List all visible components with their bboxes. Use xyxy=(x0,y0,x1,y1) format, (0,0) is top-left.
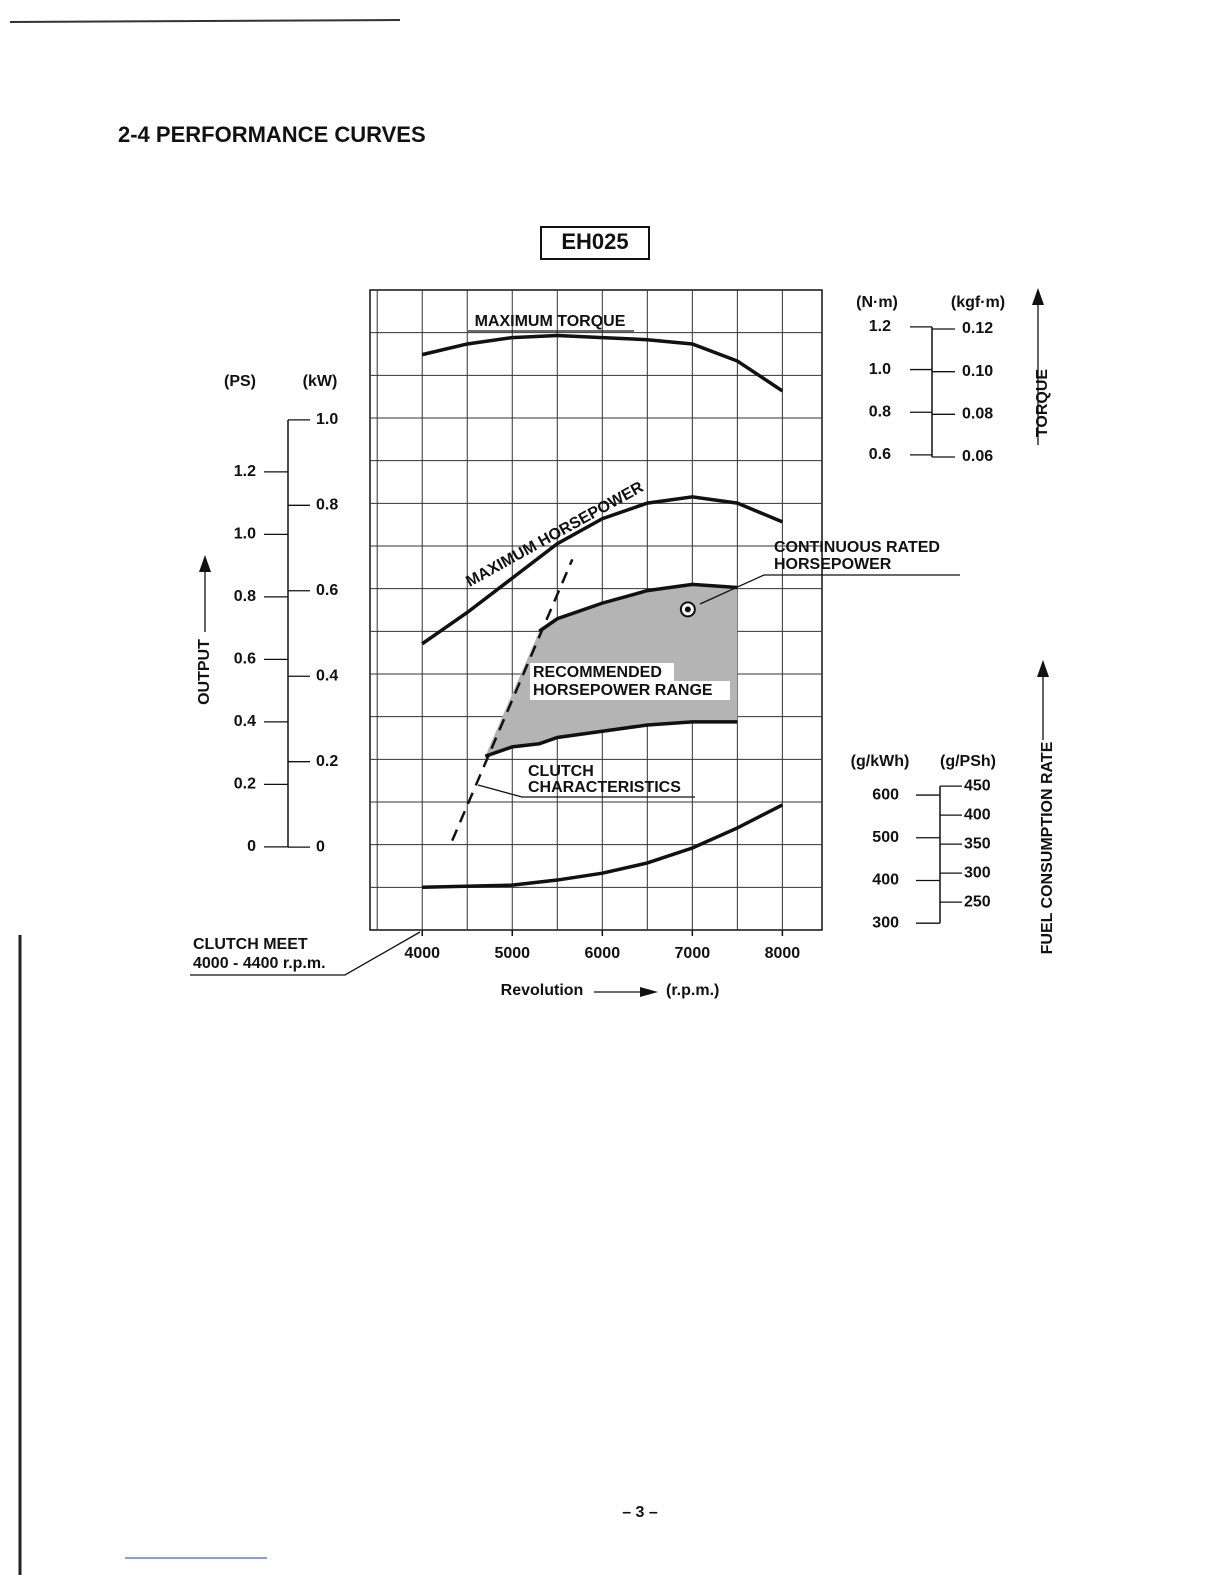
y-axis-unit: (g/kWh) xyxy=(851,753,910,770)
y-tick-label: 1.0 xyxy=(234,526,256,543)
x-axis-unit: (r.p.m.) xyxy=(666,982,719,999)
top-rule xyxy=(9,19,401,23)
y-tick-label: 1.0 xyxy=(316,411,338,428)
y-tick-label: 0.4 xyxy=(234,713,256,730)
fuel-axis-title: FUEL CONSUMPTION RATE xyxy=(1039,741,1056,954)
title-box xyxy=(540,226,650,260)
arrowhead xyxy=(199,555,211,572)
point-label: CONTINUOUS RATED xyxy=(774,539,940,556)
y-tick-label: 1.2 xyxy=(869,318,891,335)
y-tick-label: 250 xyxy=(964,893,991,910)
y-tick-label: 0.6 xyxy=(234,651,256,668)
y-tick-label: 0.2 xyxy=(316,753,338,770)
chart-title: EH025 xyxy=(561,229,628,254)
y-tick-label: 0.8 xyxy=(869,403,891,420)
y-axis-unit: (kgf·m) xyxy=(951,294,1005,311)
y-tick-label: 1.0 xyxy=(869,361,891,378)
y-tick-label: 0.6 xyxy=(869,446,891,463)
y-tick-label: 500 xyxy=(872,829,899,846)
clutch-line xyxy=(451,558,574,842)
y-tick-label: 0 xyxy=(247,838,256,855)
annotation: CLUTCH MEET xyxy=(193,936,308,953)
arrowhead xyxy=(1032,288,1044,305)
x-axis-title: Revolution xyxy=(501,982,584,999)
label-bg xyxy=(530,681,730,700)
y-tick-label: 0.2 xyxy=(234,776,256,793)
arrowhead xyxy=(640,987,658,997)
y-tick-label: 0.8 xyxy=(316,497,338,514)
page-number: – 3 – xyxy=(622,1504,658,1521)
plot-area: 4000 5000 6000 7000 8000 xyxy=(369,289,823,962)
range-upper-line xyxy=(538,582,738,633)
x-tick-label: 6000 xyxy=(585,945,621,962)
series-label: RECOMMENDED xyxy=(533,664,662,681)
y-tick-label: 0.12 xyxy=(962,320,993,337)
series-line xyxy=(421,333,784,393)
label-bg xyxy=(530,663,674,682)
y-tick-label: 0.06 xyxy=(962,448,993,465)
leader-line xyxy=(699,574,960,605)
leader-line xyxy=(477,784,695,798)
y-tick-label: 1.2 xyxy=(234,463,256,480)
arrowhead xyxy=(1037,660,1049,677)
series-line xyxy=(421,495,784,646)
series-label: MAXIMUM TORQUE xyxy=(475,313,626,330)
series-label: CHARACTERISTICS xyxy=(528,779,681,796)
annotation: 4000 - 4400 r.p.m. xyxy=(193,955,326,972)
series-label: HORSEPOWER RANGE xyxy=(533,682,713,699)
y-tick-label: 0.6 xyxy=(316,582,338,599)
y-tick-label: 300 xyxy=(964,864,991,881)
y-tick-label: 0.10 xyxy=(962,363,993,380)
y-tick-label: 450 xyxy=(964,777,991,794)
y-tick-label: 0 xyxy=(316,838,325,855)
series-label: CLUTCH xyxy=(528,763,594,780)
y-axis-unit: (N·m) xyxy=(856,294,898,311)
y-tick-label: 0.8 xyxy=(234,588,256,605)
output-axis-title: OUTPUT xyxy=(196,639,213,705)
y-tick-label: 400 xyxy=(872,872,899,889)
x-tick-label: 5000 xyxy=(494,945,530,962)
x-tick-label: 4000 xyxy=(404,945,440,962)
point-label: HORSEPOWER xyxy=(774,556,892,573)
y-tick-label: 350 xyxy=(964,835,991,852)
y-tick-label: 0.08 xyxy=(962,406,993,423)
torque-axis-title: TORQUE xyxy=(1034,369,1051,437)
y-tick-label: 0.4 xyxy=(316,667,338,684)
y-tick-label: 400 xyxy=(964,806,991,823)
range-lower-line xyxy=(484,720,738,758)
y-axis-unit: (kW) xyxy=(303,373,338,390)
section-title: 2-4 PERFORMANCE CURVES xyxy=(118,122,426,147)
y-axis-unit: (g/PSh) xyxy=(940,753,996,770)
leader-line xyxy=(190,931,421,976)
x-tick-label: 8000 xyxy=(765,945,801,962)
y-tick-label: 300 xyxy=(872,914,899,931)
y-axis-unit: (PS) xyxy=(224,373,256,390)
series-line xyxy=(422,803,784,890)
x-tick-label: 7000 xyxy=(675,945,711,962)
y-tick-label: 600 xyxy=(872,786,899,803)
rated-point xyxy=(684,606,691,613)
